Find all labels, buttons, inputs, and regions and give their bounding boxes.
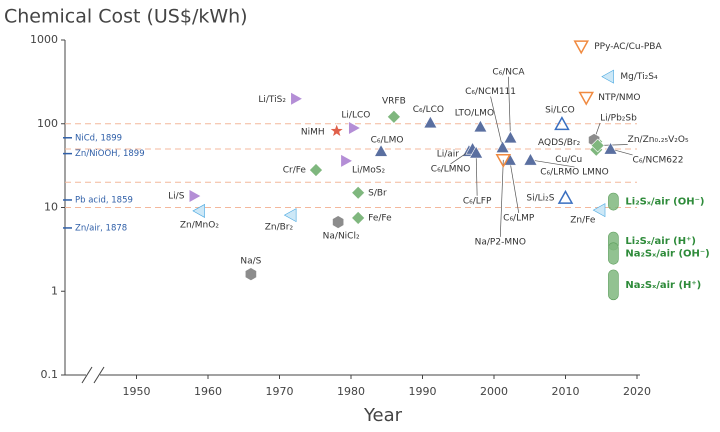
y-tick-label: 1 (51, 284, 58, 297)
leader-line (499, 159, 504, 237)
reference-label: Zn/NiOOH, 1899 (75, 149, 145, 159)
point-label: C₆/LFP (463, 196, 492, 206)
data-point (503, 130, 518, 144)
x-tick-label: 1960 (194, 385, 222, 398)
reference-label: Zn/air, 1878 (75, 223, 127, 233)
data-point (592, 203, 606, 218)
point-label: Li/MoS₂ (352, 165, 386, 175)
leader-line (490, 96, 503, 148)
y-tick-label: 10 (44, 201, 58, 214)
point-label: Zn/Fe (570, 216, 596, 226)
data-point (348, 120, 361, 135)
leader-line (530, 159, 575, 168)
point-label: Li/TiS₂ (258, 95, 286, 105)
point-label: Li/LCO (341, 110, 370, 120)
point-label: VRFB (382, 96, 406, 106)
point-label: C₆/LMO (371, 136, 404, 146)
range-capsule (608, 242, 619, 265)
y-tick-label: 0.1 (41, 368, 59, 381)
reference-label: Pb acid, 1859 (75, 195, 133, 205)
point-label: Fe/Fe (368, 213, 392, 223)
point-label: Zn/Br₂ (265, 223, 294, 233)
data-point (309, 163, 323, 177)
point-label: Li/S (168, 192, 185, 202)
point-label: Cr/Fe (283, 166, 307, 176)
data-point (554, 116, 570, 131)
data-point (469, 145, 484, 159)
data-point (473, 119, 488, 133)
range-label: Na₂Sₓ/air (H⁺) (625, 280, 701, 291)
point-label: Cu/Cu (555, 155, 582, 165)
x-tick-label: 1980 (337, 385, 365, 398)
data-point (374, 144, 389, 157)
point-label: Si/Li₂S (526, 193, 554, 203)
data-point (332, 215, 345, 229)
point-label: Na/S (240, 257, 261, 267)
range-label: Na₂Sₓ/air (OH⁻) (625, 248, 709, 259)
point-label: LTO/LMO (455, 108, 494, 118)
point-label: NiMH (301, 127, 325, 137)
point-label: C₆/NCA (492, 67, 525, 77)
reference-label: NiCd, 1899 (75, 133, 122, 143)
data-point (351, 211, 366, 225)
axis-break (81, 366, 105, 384)
x-tick-label: 1970 (266, 385, 294, 398)
range-capsule (608, 269, 619, 301)
point-label: Mg/Ti₂S₄ (620, 72, 658, 82)
data-point (523, 152, 538, 166)
y-tick-label: 1000 (30, 33, 58, 46)
range-label: Li₂Sₓ/air (OH⁻) (625, 197, 704, 208)
point-label: C₆/LMP (503, 213, 535, 223)
point-label: AQDS/Br₂ (538, 138, 581, 148)
x-tick-label: 1950 (123, 385, 151, 398)
leader-line (475, 152, 478, 196)
data-point (283, 208, 297, 223)
data-point (351, 185, 366, 200)
data-point (192, 203, 205, 218)
range-label: Li₂Sₓ/air (H⁺) (625, 236, 696, 247)
point-label: C₆/LRMO LMNO (540, 167, 609, 177)
data-point (603, 141, 618, 155)
x-tick-label: 2010 (552, 385, 580, 398)
point-label: Zn/MnO₂ (180, 220, 219, 230)
leader-line (509, 159, 520, 213)
point-label: Si/LCO (545, 106, 575, 116)
data-point (495, 140, 510, 154)
point-label: Zn/Zn₀.₂₅V₂O₅ (628, 135, 689, 145)
point-label: PPy-AC/Cu-PBA (594, 42, 662, 52)
leader-line (508, 76, 511, 138)
data-point (329, 122, 345, 138)
data-point (557, 189, 574, 204)
x-tick-label: 2000 (480, 385, 508, 398)
point-label: C₆/LCO (413, 105, 444, 115)
chart-title: Chemical Cost (US$/kWh) (4, 6, 248, 28)
data-point (188, 189, 202, 204)
point-label: Li/air (437, 150, 460, 160)
data-point (386, 109, 401, 124)
data-point (601, 69, 614, 84)
point-label: Na/NiCl₂ (323, 232, 360, 242)
data-point (590, 138, 605, 153)
x-tick-label: 2020 (623, 385, 651, 398)
point-label: S/Br (368, 188, 387, 198)
data-point (244, 267, 257, 282)
x-axis-label: Year (363, 405, 403, 426)
data-point (578, 91, 595, 106)
point-label: Li/Pb₂Sb (600, 113, 637, 123)
point-label: Na/P2-MNO (475, 237, 526, 247)
point-label: NTP/NMO (598, 93, 640, 103)
data-point (573, 40, 590, 55)
data-point (423, 115, 438, 129)
data-point (290, 91, 304, 106)
x-tick-label: 1990 (409, 385, 437, 398)
point-label: C₆/LMNO (431, 164, 471, 174)
y-tick-label: 100 (37, 117, 58, 130)
data-point (495, 153, 512, 168)
point-label: C₆/NCM111 (465, 87, 516, 97)
range-capsule (608, 192, 619, 211)
point-label: C₆/NCM622 (633, 155, 684, 165)
data-point (340, 153, 354, 168)
